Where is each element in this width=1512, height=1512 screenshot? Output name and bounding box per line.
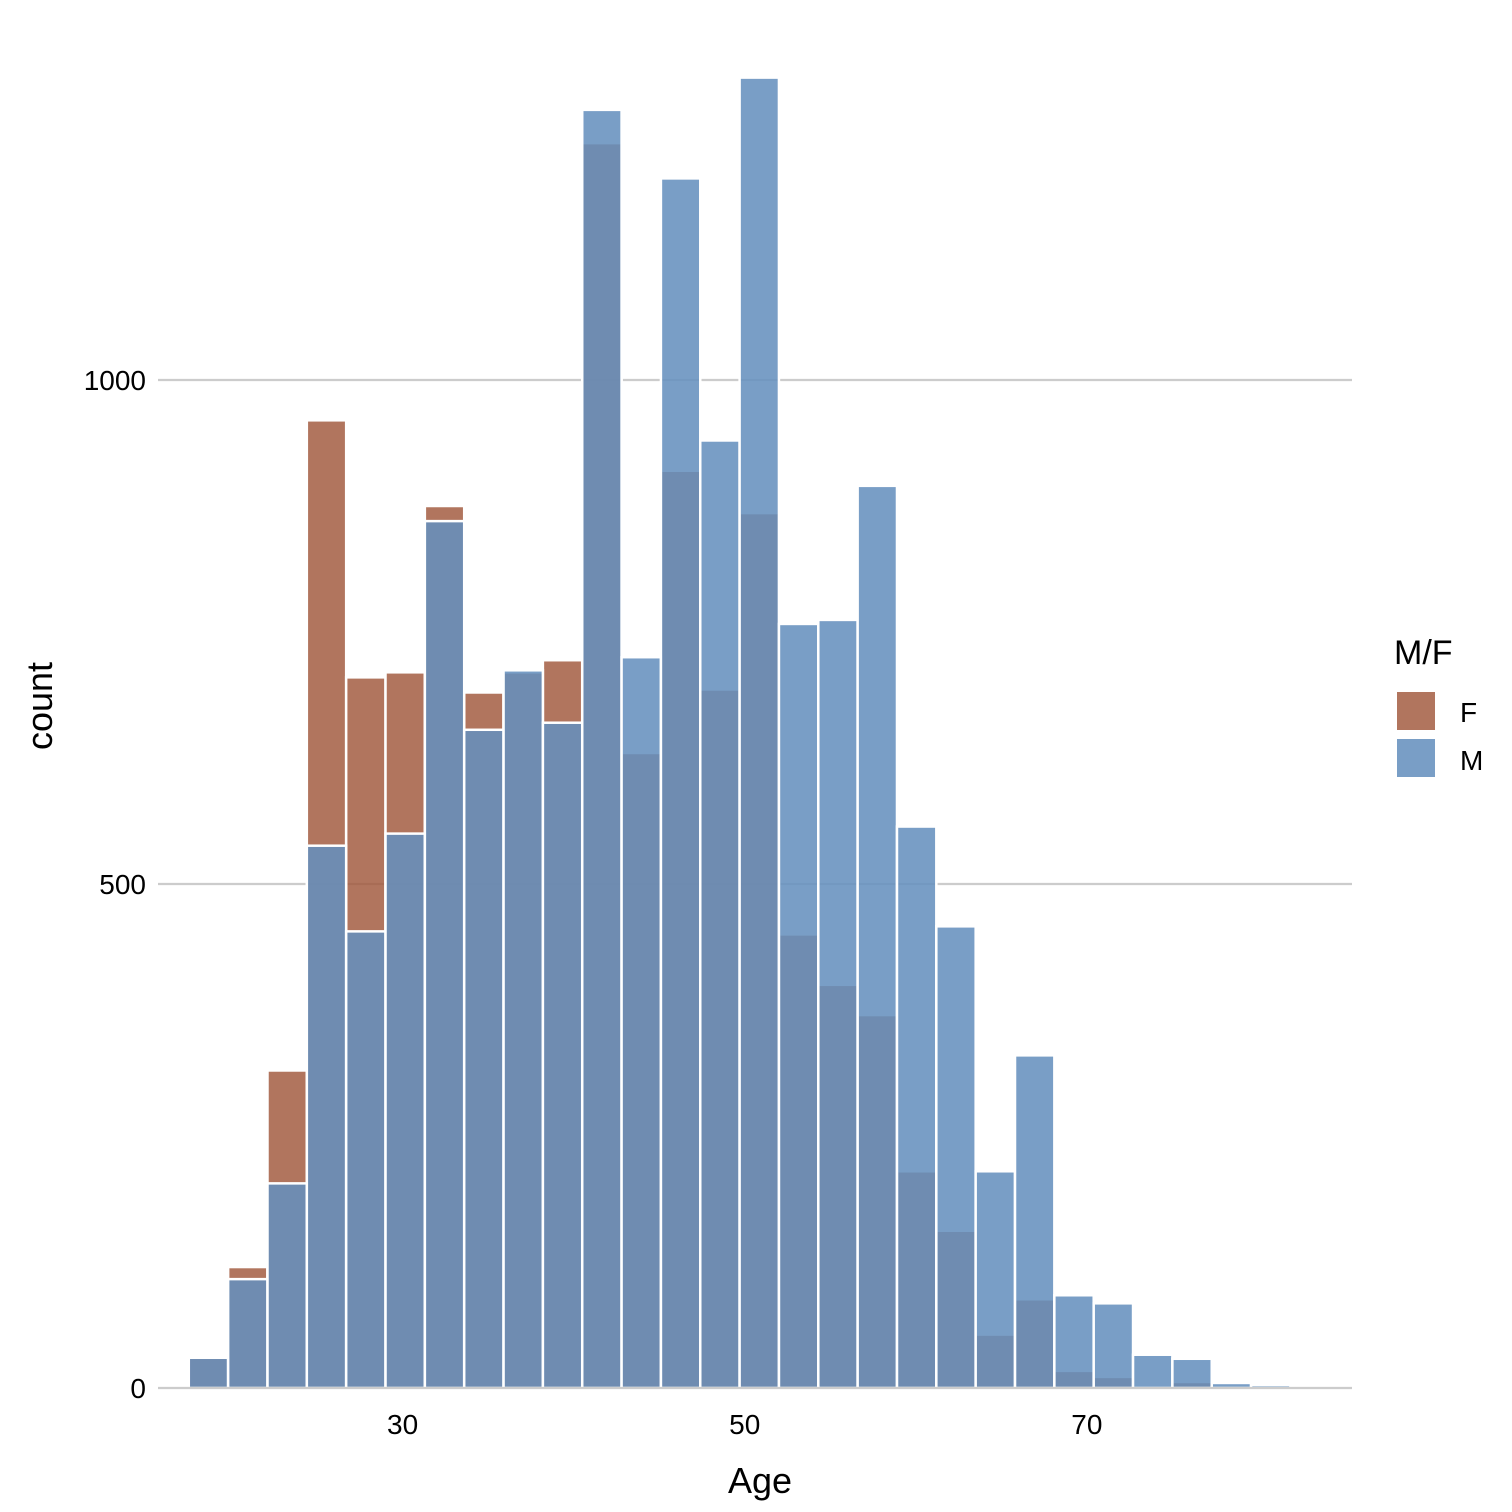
legend-title: M/F	[1394, 634, 1453, 672]
bar-m	[384, 832, 427, 1390]
bar-m	[1053, 1294, 1095, 1390]
bar-m	[777, 622, 820, 1390]
bar-m	[187, 1356, 230, 1390]
bar-m	[895, 825, 938, 1390]
x-tick-label: 50	[729, 1409, 760, 1440]
bar-m	[1092, 1302, 1135, 1390]
bar-m	[659, 177, 702, 1390]
bar-m	[738, 76, 781, 1390]
legend-label-m: M	[1460, 745, 1483, 776]
y-tick-labels: 0 500 1000	[84, 365, 146, 1404]
bar-m	[580, 108, 623, 1390]
bar-m	[266, 1182, 309, 1390]
bar-m	[344, 930, 387, 1390]
bar-m	[226, 1277, 269, 1390]
bar-m	[502, 669, 545, 1390]
bar-m	[1171, 1357, 1213, 1390]
bar-m	[974, 1170, 1017, 1390]
bar-m	[817, 618, 859, 1390]
bar-m	[305, 844, 348, 1390]
y-tick-label: 500	[99, 869, 146, 900]
x-tick-label: 30	[387, 1409, 418, 1440]
x-tick-label: 70	[1071, 1409, 1102, 1440]
x-tick-labels: 30 50 70	[387, 1409, 1102, 1440]
bar-m	[856, 484, 899, 1390]
legend-label-f: F	[1460, 697, 1477, 728]
bar-m	[462, 728, 505, 1390]
bar-m	[1131, 1353, 1174, 1390]
bar-m	[541, 721, 584, 1390]
bar-m	[699, 439, 741, 1390]
y-axis-title: count	[19, 662, 60, 750]
legend: M/F F M	[1394, 634, 1483, 777]
legend-swatch-m	[1397, 739, 1435, 777]
series-m-bars	[187, 76, 1292, 1390]
bar-m	[423, 519, 466, 1390]
legend-swatch-f	[1397, 692, 1435, 730]
bar-m	[935, 925, 977, 1390]
y-tick-label: 0	[130, 1373, 146, 1404]
bar-m	[620, 655, 663, 1390]
bar-m	[1013, 1054, 1056, 1390]
y-tick-label: 1000	[84, 365, 146, 396]
x-axis-title: Age	[728, 1460, 792, 1501]
